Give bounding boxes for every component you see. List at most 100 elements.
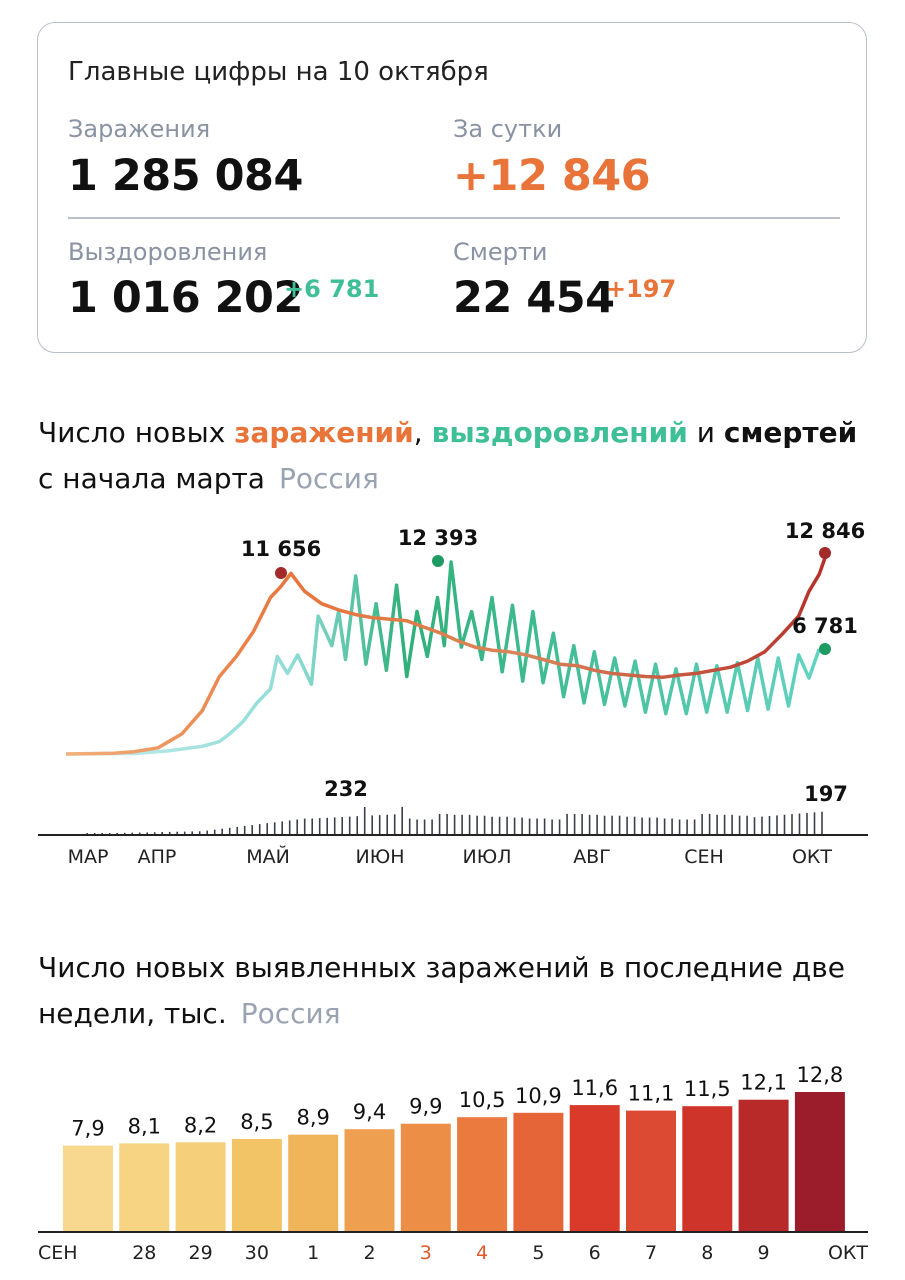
death-bar [648,817,651,834]
x-axis-ticks: МАР АПР МАЙ ИЮН ИЮЛ АВГ СЕН ОКТ [68,845,833,868]
annotation-label: 12 846 [785,519,865,543]
death-bar [251,825,253,834]
bar [794,1092,845,1232]
death-bar [731,814,733,834]
death-bar [243,826,246,834]
deaths-label: Смерти [453,238,548,266]
death-bar [86,833,88,834]
death-bar [686,819,688,834]
death-bar [266,823,268,834]
death-bar [566,813,568,834]
chart2-region: Россия [240,997,341,1030]
x-tick-label: 9 [758,1242,770,1264]
death-bar [356,816,358,834]
infections-line [65,554,828,756]
death-bar [311,818,313,834]
death-bar [783,814,786,834]
death-bar [656,817,658,834]
death-bar [206,830,208,834]
death-bar [378,815,381,834]
death-bar [573,813,576,834]
death-bar [228,827,231,834]
chart1-heading-and: и [687,416,724,449]
month-label: СЕН [38,1242,78,1264]
death-bar [153,832,156,834]
cases-line-chart: МАР АПР МАЙ ИЮН ИЮЛ АВГ СЕН ОКТ 11 656 12 393 12 … [38,519,868,868]
chart2-heading-unit: недели, тыс. [38,997,227,1030]
bar [738,1099,789,1232]
bar-value-label: 12,1 [740,1071,787,1095]
bar [569,1105,620,1232]
summary-card: Главные цифры на 10 октября Заражения 1 … [37,22,867,353]
x-tick-label: АВГ [573,846,611,868]
x-tick-label: ИЮЛ [462,846,511,868]
bar-value-label: 8,1 [128,1114,161,1138]
x-tick-label: МАР [68,846,109,868]
death-bar [761,816,763,834]
annotation-label: 232 [324,777,368,801]
recoveries-value: 1 016 202 [68,273,303,323]
chart2-heading-line1: Число новых выявленных заражений в после… [38,951,845,984]
two-weeks-bar-chart: 7,9 8,1 28 8,2 29 8,5 30 8,9 1 9,4 2 9,9 3 10,5 4 10,9 5… [38,1063,868,1264]
summary-title: Главные цифры на 10 октября [68,57,489,87]
chart1-region: Россия [278,462,379,495]
death-bar [798,813,801,834]
x-tick-label: АПР [138,846,177,868]
infections-label: Заражения [68,115,211,143]
death-bar [663,818,666,834]
deaths-bars [86,806,823,834]
chart1-heading-recoveries: выздоровлений [431,416,688,449]
death-bar [543,818,546,834]
labels: 7,9 8,1 28 8,2 29 8,5 30 8,9 1 9,4 2 9,9 3 10,5 4 10,9 5… [38,1063,868,1264]
death-bar [281,821,283,834]
death-bar [468,814,471,834]
death-bar [491,816,493,834]
bar-value-label: 10,5 [459,1088,506,1112]
death-bar [191,831,193,834]
x-tick-label: 8 [701,1242,713,1264]
death-bar [198,831,201,834]
bar-value-label: 9,4 [353,1100,386,1124]
chart1-heading-text: Число новых [38,416,235,449]
death-bar [371,815,373,834]
death-bar [821,811,823,834]
death-bar [303,818,306,834]
bar [457,1117,508,1232]
death-bar [386,814,388,834]
bar-value-label: 12,8 [797,1063,844,1087]
death-bar [476,815,478,834]
death-bar [633,816,636,834]
death-bar [123,832,126,834]
x-tick-label: 30 [245,1242,269,1264]
chart1-heading-infections: заражений [234,416,414,449]
death-bar [161,832,163,834]
recoveries-label: Выздоровления [68,238,268,266]
death-bar [341,817,343,834]
death-bar [431,819,433,834]
death-bar [183,831,186,834]
x-tick-label: ОКТ [792,846,832,868]
death-bar [498,816,501,834]
x-tick-label: МАЙ [246,845,290,868]
death-bar [618,815,621,834]
x-tick-label: 2 [363,1242,375,1264]
death-bar [746,815,748,834]
death-bar [408,818,411,834]
death-bar [528,818,531,834]
annotation-label: 6 781 [792,614,858,638]
death-bar [333,817,336,834]
death-bar [513,817,516,834]
bars [63,1092,845,1232]
death-bar [716,814,718,834]
death-bar [273,822,276,834]
death-bar [611,815,613,834]
death-bar [326,817,328,834]
death-bar [723,814,726,834]
chart1-heading-line1: Число новых заражений, выздоровлений и с… [38,411,857,455]
x-tick-label: 1 [307,1242,319,1264]
annotation-label: 197 [804,782,848,806]
x-tick-label: 7 [645,1242,657,1264]
bar [63,1145,113,1232]
chart1-heading-since: с начала марта [38,462,265,495]
death-bar [753,817,756,834]
